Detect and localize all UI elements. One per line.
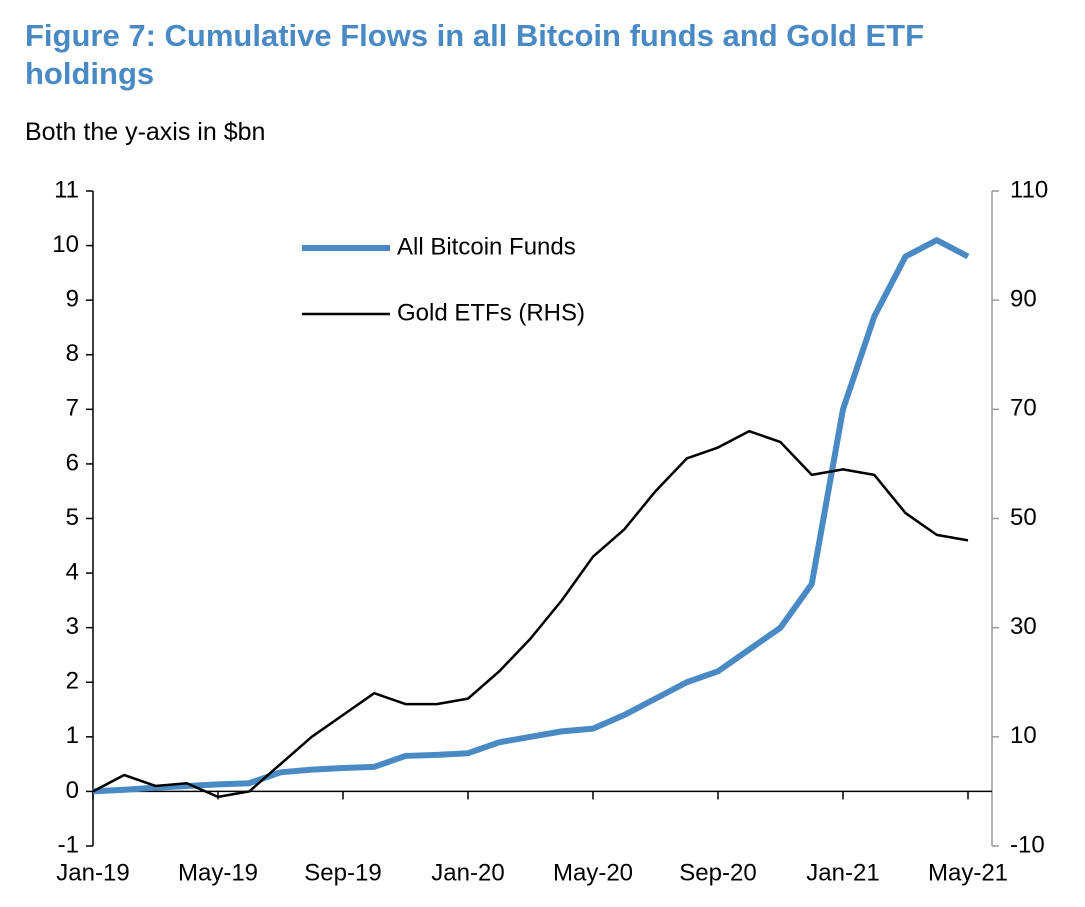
chart-subtitle: Both the y-axis in $bn — [25, 118, 265, 146]
y2-tick-label: 110 — [1010, 176, 1048, 203]
series-line — [92, 429, 969, 799]
y-tick-label: 5 — [66, 504, 79, 531]
x-tick-label: Jan-19 — [56, 859, 129, 886]
x-tick-label: May-20 — [553, 859, 633, 886]
x-tick-label: May-21 — [928, 859, 1008, 886]
title-line: holdings — [25, 56, 154, 91]
y2-tick-label: 10 — [1010, 722, 1037, 749]
y-tick-label: 3 — [66, 613, 79, 640]
y-tick-label: 11 — [54, 176, 79, 203]
y-tick-label: 10 — [52, 231, 79, 258]
y-tick-label: 7 — [66, 395, 79, 422]
title-line: Figure 7: Cumulative Flows in all Bitcoi… — [25, 18, 924, 53]
y-tick-label: 8 — [66, 340, 79, 367]
y2-tick-label: 70 — [1010, 395, 1037, 422]
y2-tick-label: 30 — [1010, 613, 1037, 640]
y-tick-label: 6 — [66, 449, 79, 476]
legend-label: All Bitcoin Funds — [397, 233, 576, 260]
series-line — [92, 237, 970, 795]
x-tick-label: May-19 — [178, 859, 258, 886]
y2-tick-label: -10 — [1010, 831, 1045, 858]
x-tick-label: Sep-20 — [679, 859, 756, 886]
x-tick-label: Jan-21 — [806, 859, 879, 886]
legend-label: Gold ETFs (RHS) — [397, 299, 585, 326]
chart-title: Figure 7: Cumulative Flows in all Bitcoi… — [25, 18, 924, 91]
y-tick-label: -1 — [58, 831, 79, 858]
y-tick-label: 1 — [66, 722, 79, 749]
y-tick-label: 0 — [66, 777, 79, 804]
y-tick-label: 4 — [66, 558, 79, 585]
y-tick-label: 9 — [66, 286, 79, 313]
x-tick-label: Sep-19 — [304, 859, 381, 886]
y-tick-label: 2 — [66, 668, 79, 695]
y2-tick-label: 50 — [1010, 504, 1037, 531]
x-tick-label: Jan-20 — [431, 859, 504, 886]
y2-tick-label: 90 — [1010, 286, 1037, 313]
